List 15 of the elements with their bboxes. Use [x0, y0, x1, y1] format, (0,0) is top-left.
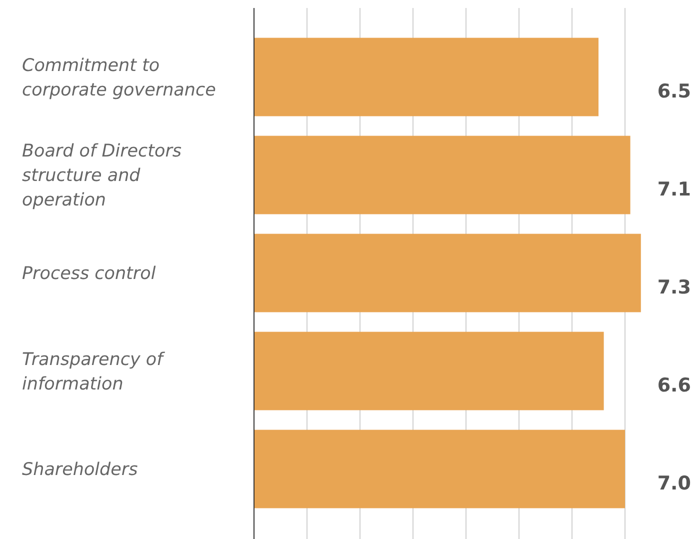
y-tick-label: Process control — [22, 264, 156, 284]
bar — [254, 136, 630, 214]
data-label: 7.3 — [657, 276, 691, 299]
y-tick-label: Board of Directors structure and operation — [22, 142, 182, 211]
bar — [254, 332, 604, 410]
data-label: 7.0 — [657, 472, 691, 495]
y-tick-label: Shareholders — [22, 460, 138, 480]
bar — [254, 38, 598, 116]
bar — [254, 234, 641, 312]
data-label: 6.5 — [657, 80, 691, 103]
y-tick-label: Commitment to corporate governance — [22, 56, 216, 100]
bar — [254, 430, 625, 508]
data-label: 7.1 — [657, 178, 691, 201]
y-tick-label: Transparency of information — [22, 350, 166, 394]
data-label: 6.6 — [657, 374, 691, 397]
